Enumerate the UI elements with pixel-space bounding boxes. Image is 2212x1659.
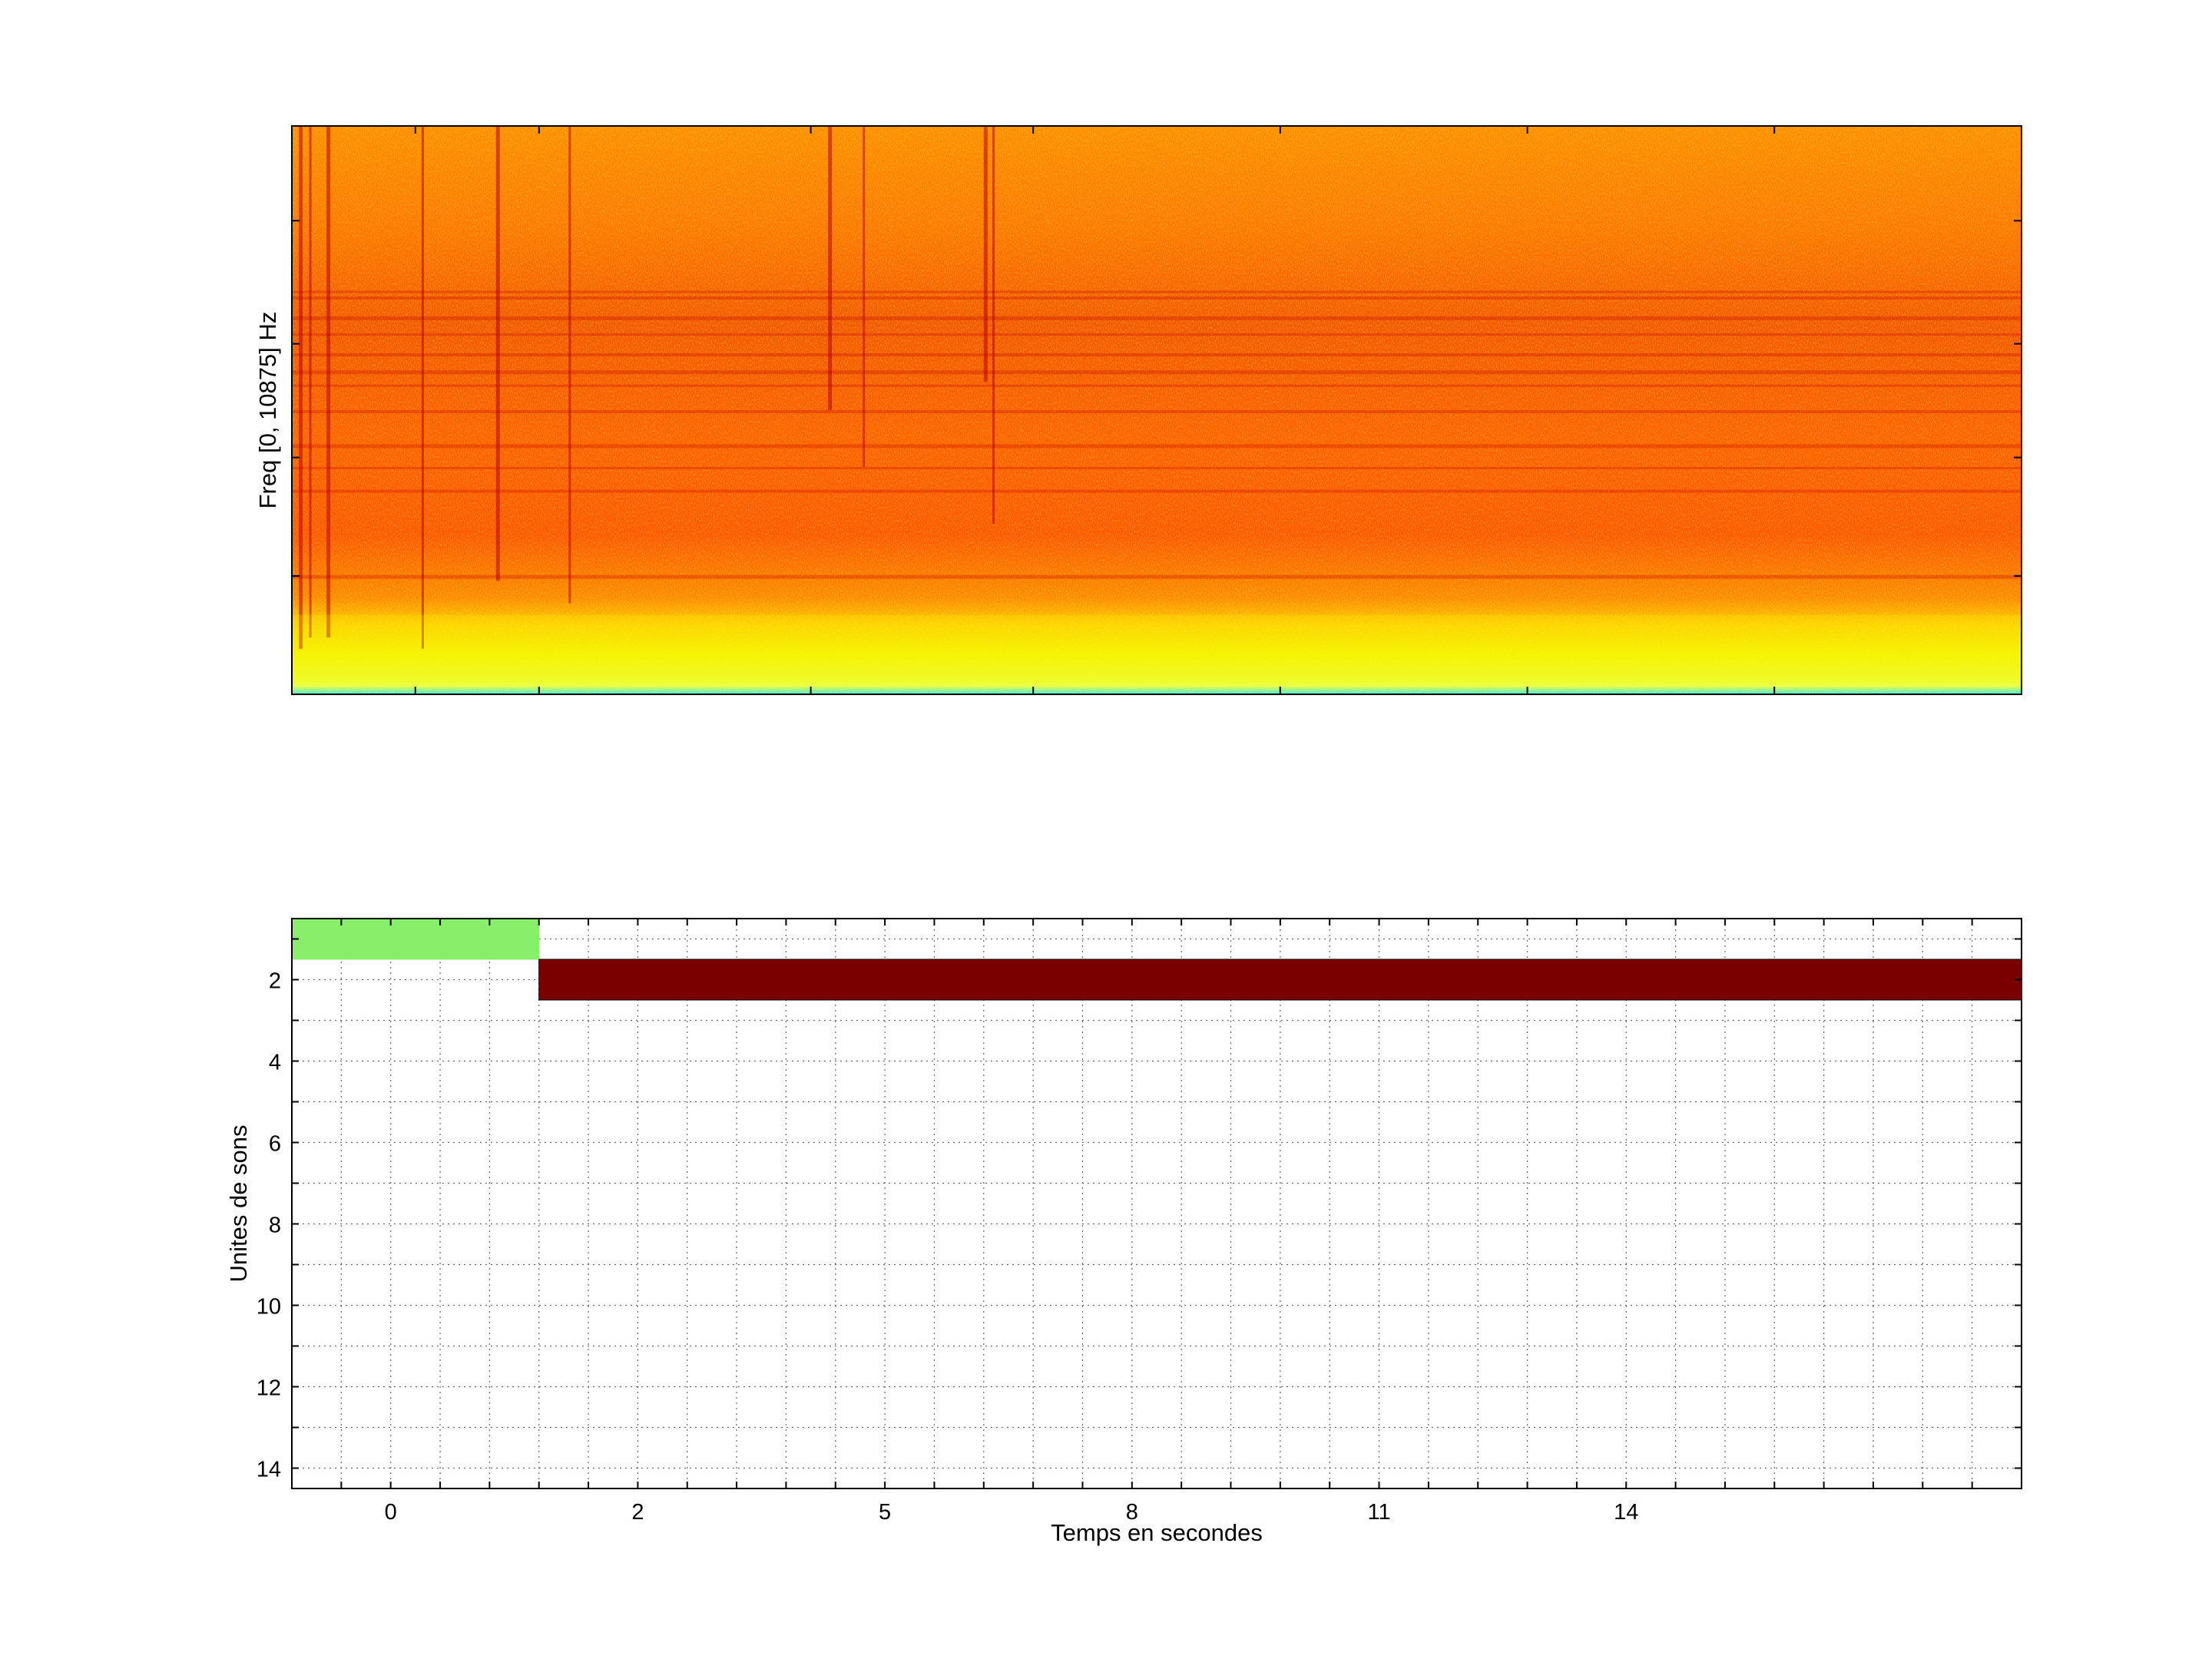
units-panel: 2 4 6 8 10 12 14 0 2 5 8 11 14 Unites de sons Temps… <box>225 918 2022 1546</box>
units-x-tick-label: 11 <box>1367 1500 1390 1525</box>
spectrogram-streak <box>326 126 331 637</box>
spectrogram-streak <box>568 126 571 604</box>
spectrogram-band <box>292 410 2022 413</box>
units-x-tick-label: 14 <box>1614 1500 1638 1525</box>
spectrogram-band <box>292 316 2022 320</box>
spectrogram-streak <box>983 126 988 382</box>
spectrogram-streak <box>863 126 866 467</box>
spectrogram-panel: Freq [0, 10875] Hz <box>254 125 2022 695</box>
spectrogram-streak <box>299 126 303 649</box>
units-y-tick-label: 10 <box>257 1295 281 1320</box>
spectrogram-streak <box>309 126 312 637</box>
spectrogram-streak <box>495 126 500 581</box>
spectrogram-axes-frame <box>291 125 2022 695</box>
spectrogram-band <box>292 575 2022 579</box>
spectrogram-image <box>292 126 2022 694</box>
units-y-tick-label: 4 <box>269 1051 281 1075</box>
spectrogram-lowband <box>292 614 2022 684</box>
spectrogram-ylabel: Freq [0, 10875] Hz <box>254 312 281 509</box>
spectrogram-band <box>292 444 2022 449</box>
units-y-tick-label: 6 <box>269 1132 281 1157</box>
units-y-tick-label: 2 <box>269 969 281 994</box>
units-x-tick-label: 2 <box>631 1500 644 1525</box>
units-x-tick-label: 5 <box>879 1500 891 1525</box>
units-segments <box>291 918 2022 1001</box>
spectrogram-band <box>292 353 2022 356</box>
units-xlabel: Temps en secondes <box>1051 1519 1263 1546</box>
spectrogram-ticks <box>291 126 2022 694</box>
units-y-tick-label: 8 <box>269 1214 281 1238</box>
spectrogram-streak <box>421 126 424 649</box>
units-axes-background <box>292 919 2022 1488</box>
spectrogram-band <box>292 296 2022 300</box>
units-axes-frame <box>291 918 2022 1489</box>
units-x-tick-labels: 0 2 5 8 11 14 <box>385 1500 1639 1525</box>
spectrogram-band <box>292 467 2022 469</box>
spectrogram-band <box>292 384 2022 387</box>
units-ticks <box>292 919 2022 1488</box>
units-y-tick-label: 12 <box>257 1376 281 1401</box>
units-x-tick-label: 8 <box>1126 1500 1138 1525</box>
unit-segment-1 <box>291 918 540 960</box>
spectrogram-band <box>292 370 2022 375</box>
units-x-tick-label: 0 <box>385 1500 397 1525</box>
spectrogram-streak <box>992 126 995 524</box>
units-y-tick-label: 14 <box>257 1458 281 1482</box>
spectrogram-band <box>292 290 2022 293</box>
spectrogram-band <box>292 333 2022 336</box>
unit-segment-2 <box>538 959 2022 1001</box>
spectrogram-streak <box>828 126 833 410</box>
units-ylabel: Unites de sons <box>225 1124 252 1282</box>
units-y-tick-labels: 2 4 6 8 10 12 14 <box>257 969 281 1482</box>
spectrogram-streaks <box>292 126 2022 684</box>
spectrogram-band <box>292 489 2022 493</box>
